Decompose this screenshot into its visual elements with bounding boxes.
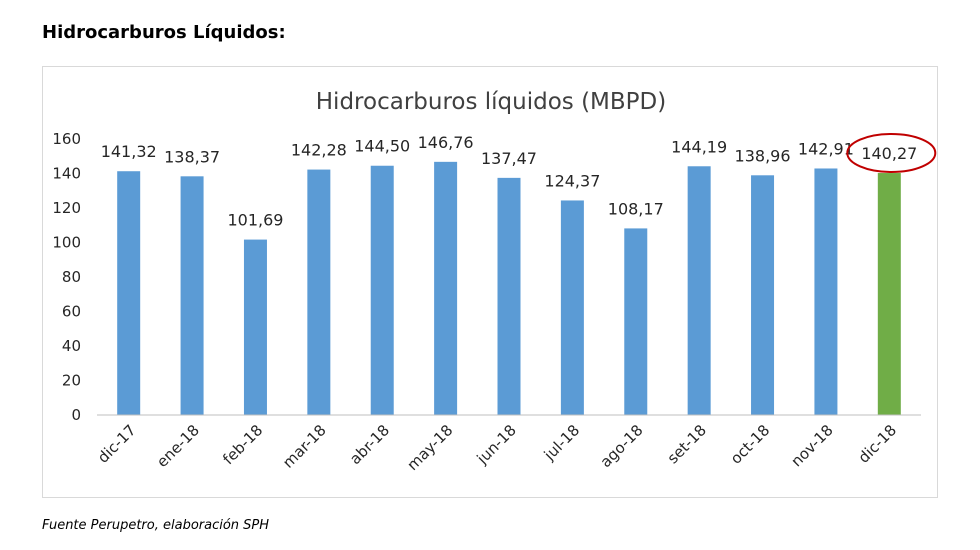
x-tick-label: mar-18 <box>279 421 330 472</box>
x-tick-label: ago-18 <box>597 421 647 471</box>
x-tick-label: may-18 <box>403 421 456 474</box>
bar <box>560 200 584 415</box>
x-tick-label: nov-18 <box>787 421 836 470</box>
x-tick-label: jun-18 <box>473 421 520 468</box>
bar <box>117 171 141 415</box>
y-tick-label: 140 <box>52 165 81 183</box>
bar <box>307 169 331 415</box>
bar <box>687 166 711 415</box>
bar-value-label: 142,28 <box>291 141 347 160</box>
bar <box>180 176 204 415</box>
bar-value-label: 144,50 <box>354 137 410 156</box>
bar <box>814 168 838 415</box>
x-tick-label: oct-18 <box>727 421 774 468</box>
highlight-circle <box>846 133 937 174</box>
y-tick-label: 80 <box>62 268 81 286</box>
chart-frame: Hidrocarburos líquidos (MBPD) 0 20 40 60 80 1… <box>42 66 938 498</box>
source-note: Fuente Perupetro, elaboración SPH <box>42 518 270 533</box>
y-tick-label: 60 <box>62 303 81 321</box>
chart-title: Hidrocarburos líquidos (MBPD) <box>316 89 666 115</box>
bars-group <box>117 161 901 415</box>
y-tick-label: 160 <box>52 130 81 148</box>
x-tick-label: dic-17 <box>94 421 140 467</box>
x-tick-label: abr-18 <box>346 421 393 468</box>
x-tick-label: feb-18 <box>219 421 266 468</box>
x-tick-label: dic-18 <box>855 421 901 467</box>
y-tick-label: 40 <box>62 337 81 355</box>
bar-value-label: 138,96 <box>735 146 791 165</box>
bar <box>370 165 394 415</box>
bar <box>434 161 458 415</box>
y-tick-label: 0 <box>71 406 81 424</box>
y-tick-label: 20 <box>62 372 81 390</box>
bar-value-label: 144,19 <box>671 137 727 156</box>
bar-value-label: 101,69 <box>227 211 283 230</box>
bar-value-label: 141,32 <box>101 142 157 161</box>
y-axis: 0 20 40 60 80 100 120 140 160 <box>52 130 81 424</box>
y-tick-label: 120 <box>52 199 81 217</box>
bar-value-label: 142,91 <box>798 139 854 158</box>
x-tick-label: jul-18 <box>540 421 583 464</box>
x-axis: dic-17 ene-18 feb-18 mar-18 abr-18 may-18 jun-… <box>94 414 921 474</box>
bar-labels-group: 141,32 138,37 101,69 142,28 144,50 146,76 137,… <box>101 133 937 230</box>
bar <box>751 175 775 415</box>
bar-value-label: 108,17 <box>608 199 664 218</box>
bar-value-label: 146,76 <box>418 133 474 152</box>
bar-highlighted <box>877 173 901 415</box>
bar-value-label: 138,37 <box>164 147 220 166</box>
bar-value-label: 124,37 <box>544 171 600 190</box>
bar-chart: Hidrocarburos líquidos (MBPD) 0 20 40 60 80 1… <box>52 89 937 474</box>
x-tick-label: ene-18 <box>153 421 203 471</box>
bar <box>624 228 648 415</box>
bar <box>497 177 521 415</box>
y-tick-label: 100 <box>52 234 81 252</box>
x-tick-label: set-18 <box>664 421 710 467</box>
bar <box>243 239 267 415</box>
bar-value-label: 140,27 <box>861 144 917 163</box>
page-heading: Hidrocarburos Líquidos: <box>42 22 286 43</box>
bar-value-label: 137,47 <box>481 149 537 168</box>
